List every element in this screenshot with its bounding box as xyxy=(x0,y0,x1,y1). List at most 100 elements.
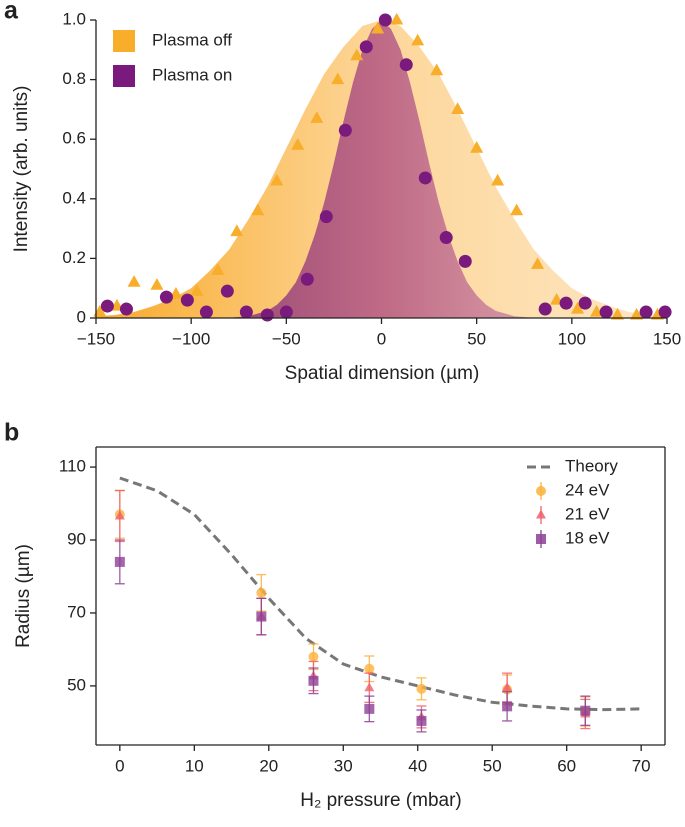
x-tick-label: 150 xyxy=(653,329,681,348)
x-tick-label: 50 xyxy=(467,329,486,348)
legend-label: 18 eV xyxy=(565,528,610,547)
marker xyxy=(119,302,133,316)
marker xyxy=(458,254,472,268)
panel xyxy=(93,12,672,322)
marker xyxy=(658,305,672,319)
y-tick-label: 0 xyxy=(77,307,86,326)
marker xyxy=(451,102,465,114)
panel-label: a xyxy=(4,0,19,25)
y-axis-label: Radius (µm) xyxy=(13,544,34,648)
marker xyxy=(630,307,644,320)
legend-label: 24 eV xyxy=(565,480,610,499)
marker xyxy=(578,296,592,310)
marker xyxy=(418,171,432,185)
marker xyxy=(199,305,213,319)
y-tick-label: 0.8 xyxy=(62,69,86,88)
marker xyxy=(611,307,625,320)
marker xyxy=(230,224,244,237)
marker xyxy=(127,275,141,287)
marker xyxy=(100,299,114,313)
y-tick-label: 50 xyxy=(67,675,86,694)
x-tick-label: −150 xyxy=(77,329,115,348)
marker xyxy=(470,140,484,153)
marker xyxy=(502,682,513,692)
x-axis-label: H₂ pressure (mbar) xyxy=(300,790,462,811)
marker xyxy=(364,682,375,692)
x-tick-label: 30 xyxy=(334,756,353,775)
marker xyxy=(270,173,284,186)
x-axis-label: Spatial dimension (µm) xyxy=(285,363,480,384)
marker xyxy=(114,556,125,567)
marker xyxy=(538,302,552,316)
legend-label: 21 eV xyxy=(565,504,610,523)
marker xyxy=(190,284,204,296)
y-tick-label: 0.6 xyxy=(62,129,86,148)
marker xyxy=(319,210,333,224)
marker xyxy=(256,587,267,598)
marker xyxy=(159,290,173,304)
marker xyxy=(536,486,546,496)
marker xyxy=(308,651,319,662)
marker xyxy=(399,58,413,72)
marker xyxy=(599,305,613,319)
marker xyxy=(308,675,319,686)
y-tick-label: 110 xyxy=(59,457,86,476)
legend-swatch xyxy=(113,65,135,87)
marker xyxy=(510,203,524,216)
y-axis-label: Intensity (arb. units) xyxy=(11,86,32,253)
marker xyxy=(256,611,267,622)
marker xyxy=(378,13,392,27)
marker xyxy=(211,263,225,275)
marker xyxy=(220,284,234,298)
marker xyxy=(364,703,375,714)
x-tick-label: 60 xyxy=(557,756,576,775)
panel-label: b xyxy=(4,419,19,447)
theory-line xyxy=(119,476,642,712)
marker xyxy=(350,48,364,61)
marker xyxy=(114,510,125,520)
marker xyxy=(364,663,375,674)
fit-area xyxy=(96,20,667,318)
panel xyxy=(114,476,642,733)
marker xyxy=(430,63,444,76)
y-tick-label: 1.0 xyxy=(62,9,86,28)
x-tick-label: 50 xyxy=(483,756,502,775)
marker xyxy=(338,123,352,137)
marker xyxy=(531,257,545,269)
marker xyxy=(559,296,573,310)
marker xyxy=(300,272,314,286)
marker xyxy=(371,21,385,34)
x-tick-label: 0 xyxy=(115,756,124,775)
legend-label: Theory xyxy=(565,456,618,475)
marker xyxy=(502,701,513,712)
marker xyxy=(491,173,505,186)
marker xyxy=(180,293,194,307)
x-tick-label: 10 xyxy=(185,756,204,775)
x-tick-label: 70 xyxy=(632,756,651,775)
marker xyxy=(639,305,653,319)
marker xyxy=(239,305,253,319)
marker xyxy=(416,683,427,694)
x-tick-label: −100 xyxy=(172,329,210,348)
marker xyxy=(260,308,274,322)
marker xyxy=(416,715,427,726)
marker xyxy=(279,305,293,319)
marker xyxy=(411,33,425,46)
y-tick-label: 0.4 xyxy=(62,188,86,207)
marker xyxy=(331,72,345,85)
x-tick-label: 0 xyxy=(377,329,386,348)
marker xyxy=(291,138,305,150)
marker xyxy=(310,111,324,123)
legend-label: Plasma off xyxy=(152,30,232,49)
legend-label: Plasma on xyxy=(152,65,232,84)
marker xyxy=(390,12,404,25)
marker xyxy=(150,278,164,290)
marker xyxy=(536,509,546,519)
marker xyxy=(359,40,373,54)
y-tick-label: 70 xyxy=(67,602,86,621)
marker xyxy=(580,705,591,716)
marker xyxy=(439,231,453,245)
y-tick-label: 0.2 xyxy=(62,248,86,267)
